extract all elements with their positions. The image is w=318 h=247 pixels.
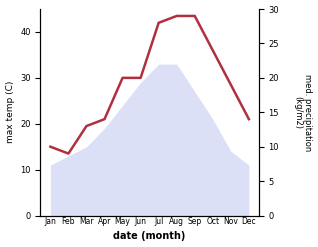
Y-axis label: max temp (C): max temp (C) — [5, 81, 15, 144]
X-axis label: date (month): date (month) — [114, 231, 186, 242]
Y-axis label: med. precipitation
(kg/m2): med. precipitation (kg/m2) — [293, 74, 313, 151]
